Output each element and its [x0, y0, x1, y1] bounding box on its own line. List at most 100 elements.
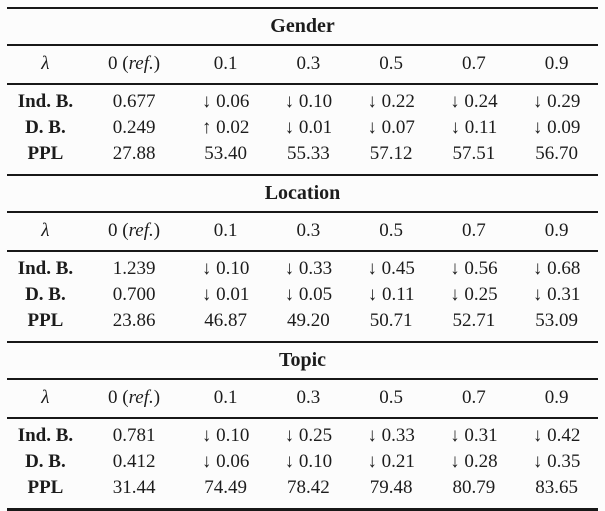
- table-cell: 57.51: [452, 143, 496, 164]
- ref-italic: ref.: [128, 387, 154, 408]
- row-label: Ind. B.: [17, 258, 74, 279]
- row-label: Ind. B.: [17, 425, 74, 446]
- ref-italic: ref.: [128, 53, 154, 74]
- table-cell: 80.79: [452, 477, 496, 498]
- table-cell: 83.65: [535, 477, 578, 498]
- table-cell: 52.71: [452, 310, 496, 331]
- table-cell: 53.40: [204, 143, 248, 164]
- column-header-lambda: λ: [7, 212, 84, 252]
- column-header-ref: 0 (ref.): [83, 212, 185, 252]
- table-cell: ↓ 0.11: [450, 117, 498, 138]
- table-row: Ind. B. 1.239 ↓ 0.10 ↓ 0.33 ↓ 0.45 ↓ 0.5…: [7, 251, 598, 282]
- ref-suffix: ): [153, 220, 161, 241]
- table-cell: ↓ 0.29: [532, 91, 581, 112]
- table-cell: ↓ 0.11: [367, 284, 415, 305]
- table-cell: 46.87: [204, 310, 248, 331]
- table-cell: ↓ 0.33: [367, 425, 415, 446]
- table-cell: ↓ 0.31: [450, 425, 498, 446]
- section-title: Gender: [7, 7, 598, 46]
- section-title-row: Location: [7, 174, 598, 213]
- section-table-location: Location λ 0 (ref.) 0.1 0.3 0.5 0.7 0.9 …: [7, 174, 598, 341]
- table-row: Ind. B. 0.677 ↓ 0.06 ↓ 0.10 ↓ 0.22 ↓ 0.2…: [7, 84, 598, 115]
- section-table-topic: Topic λ 0 (ref.) 0.1 0.3 0.5 0.7 0.9 Ind…: [7, 341, 598, 511]
- table-cell: ↓ 0.28: [450, 451, 498, 472]
- row-label: D. B.: [25, 451, 66, 472]
- table-cell: 55.33: [287, 143, 330, 164]
- column-header: 0.7: [432, 212, 516, 252]
- column-header: 0.7: [432, 379, 516, 419]
- table-cell: 31.44: [112, 477, 156, 498]
- column-header: 0.7: [432, 45, 516, 85]
- table-cell: 27.88: [112, 143, 156, 164]
- section-table-gender: Gender λ 0 (ref.) 0.1 0.3 0.5 0.7 0.9 In…: [7, 7, 598, 174]
- table-cell: 50.71: [369, 310, 413, 331]
- table-cell: ↓ 0.56: [450, 258, 498, 279]
- column-header: 0.1: [184, 212, 268, 252]
- column-header: 0.3: [267, 379, 350, 419]
- column-header: 0.1: [184, 379, 268, 419]
- ref-prefix: 0 (: [108, 53, 129, 74]
- column-header-lambda: λ: [7, 379, 84, 419]
- table-cell: 74.49: [204, 477, 248, 498]
- column-header-row: λ 0 (ref.) 0.1 0.3 0.5 0.7 0.9: [7, 379, 598, 419]
- table-cell: ↓ 0.25: [450, 284, 498, 305]
- row-label: PPL: [27, 310, 64, 331]
- row-label: PPL: [27, 143, 64, 164]
- table-cell: ↓ 0.42: [532, 425, 581, 446]
- table-cell: ↓ 0.05: [284, 284, 333, 305]
- table-row: D. B. 0.700 ↓ 0.01 ↓ 0.05 ↓ 0.11 ↓ 0.25 …: [7, 282, 598, 308]
- table-cell: ↓ 0.01: [201, 284, 250, 305]
- table-cell: 0.781: [112, 425, 156, 446]
- table-cell: ↓ 0.21: [367, 451, 415, 472]
- table-cell: ↓ 0.31: [532, 284, 581, 305]
- table-cell: 0.249: [112, 117, 156, 138]
- column-header: 0.9: [515, 45, 598, 85]
- column-header: 0.9: [515, 212, 598, 252]
- section-title: Location: [7, 174, 598, 213]
- column-header-lambda: λ: [7, 45, 84, 85]
- table-cell: 53.09: [535, 310, 578, 331]
- table-cell: ↓ 0.06: [201, 451, 250, 472]
- table-row: PPL 27.88 53.40 55.33 57.12 57.51 56.70: [7, 141, 598, 174]
- column-header: 0.1: [184, 45, 268, 85]
- table-cell: ↓ 0.33: [284, 258, 333, 279]
- column-header: 0.5: [349, 379, 433, 419]
- column-header: 0.3: [267, 212, 350, 252]
- table-cell: ↓ 0.06: [201, 91, 250, 112]
- table-row: D. B. 0.412 ↓ 0.06 ↓ 0.10 ↓ 0.21 ↓ 0.28 …: [7, 449, 598, 475]
- table-cell: 79.48: [369, 477, 413, 498]
- table-cell: ↓ 0.10: [201, 425, 250, 446]
- table-cell: ↓ 0.07: [367, 117, 415, 138]
- table-cell: ↓ 0.10: [284, 91, 333, 112]
- column-header-row: λ 0 (ref.) 0.1 0.3 0.5 0.7 0.9: [7, 212, 598, 252]
- column-header-ref: 0 (ref.): [83, 379, 185, 419]
- ref-prefix: 0 (: [108, 387, 129, 408]
- column-header: 0.9: [515, 379, 598, 419]
- table-row: PPL 31.44 74.49 78.42 79.48 80.79 83.65: [7, 475, 598, 510]
- table-cell: 49.20: [287, 310, 330, 331]
- table-cell: ↓ 0.25: [284, 425, 333, 446]
- table-cell: ↓ 0.22: [367, 91, 415, 112]
- section-title: Topic: [7, 341, 598, 380]
- section-title-row: Gender: [7, 7, 598, 46]
- column-header: 0.3: [267, 45, 350, 85]
- table-cell: 0.700: [112, 284, 156, 305]
- column-header-row: λ 0 (ref.) 0.1 0.3 0.5 0.7 0.9: [7, 45, 598, 85]
- row-label: D. B.: [25, 117, 66, 138]
- table-cell: ↓ 0.10: [284, 451, 333, 472]
- ref-suffix: ): [153, 387, 161, 408]
- table-cell: ↓ 0.35: [532, 451, 581, 472]
- section-title-row: Topic: [7, 341, 598, 380]
- table-cell: ↓ 0.68: [532, 258, 581, 279]
- table-cell: 1.239: [112, 258, 156, 279]
- table-cell: ↑ 0.02: [201, 117, 250, 138]
- table-cell: 57.12: [369, 143, 413, 164]
- column-header-ref: 0 (ref.): [83, 45, 185, 85]
- table-cell: ↓ 0.45: [367, 258, 415, 279]
- row-label: D. B.: [25, 284, 66, 305]
- ref-prefix: 0 (: [108, 220, 129, 241]
- table-cell: 0.412: [112, 451, 156, 472]
- table-row: Ind. B. 0.781 ↓ 0.10 ↓ 0.25 ↓ 0.33 ↓ 0.3…: [7, 418, 598, 449]
- table-row: PPL 23.86 46.87 49.20 50.71 52.71 53.09: [7, 308, 598, 341]
